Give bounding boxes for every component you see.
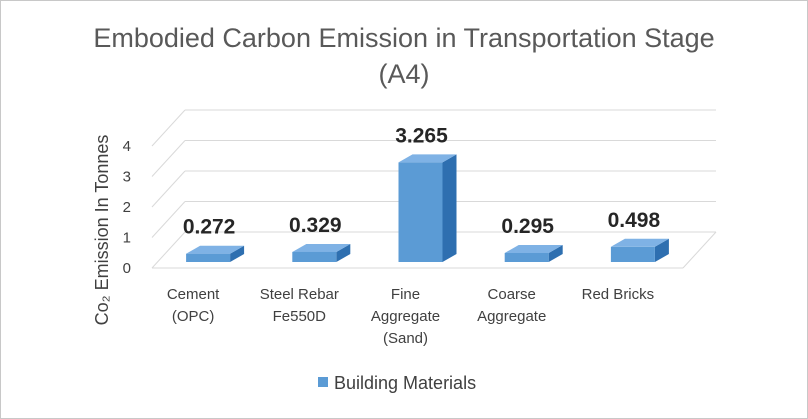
- bar-side: [336, 243, 351, 262]
- data-label: 0.272: [183, 216, 236, 239]
- grid-line-side: [151, 109, 186, 147]
- y-tick-label: 2: [123, 199, 131, 216]
- data-label: 0.329: [289, 214, 342, 237]
- y-tick-label: 1: [123, 230, 131, 247]
- y-axis-label: Co₂ Emission In Tonnes: [92, 135, 112, 326]
- data-label: 3.265: [395, 124, 448, 147]
- bar-top: [610, 238, 669, 247]
- grid-line-side: [151, 231, 186, 269]
- x-tick-label: Steel Rebar: [260, 286, 339, 303]
- grid-line-side: [151, 140, 186, 177]
- y-tick-label: 3: [123, 169, 131, 186]
- bar: [186, 253, 231, 262]
- bar: [610, 246, 655, 262]
- grid-line-side: [151, 170, 186, 208]
- bar-side: [442, 154, 457, 262]
- y-tick-label: 0: [123, 260, 131, 277]
- x-tick-label: Red Bricks: [582, 286, 655, 303]
- data-label: 0.295: [501, 215, 554, 238]
- bar-side: [548, 245, 563, 262]
- bar: [292, 251, 337, 262]
- bar-top: [292, 243, 351, 252]
- chart-title-line: (A4): [378, 59, 429, 89]
- bar-side: [654, 238, 669, 262]
- data-label: 0.498: [608, 209, 661, 232]
- chart-title-line: Embodied Carbon Emission in Transportati…: [93, 23, 714, 53]
- x-tick-label: Fe550D: [273, 308, 327, 325]
- bar: [398, 162, 443, 262]
- x-tick-label: Aggregate: [477, 308, 546, 325]
- x-tick-label: (OPC): [172, 308, 215, 325]
- x-tick-label: Fine: [391, 286, 420, 303]
- bar-top: [504, 245, 563, 254]
- legend-label: Building Materials: [334, 373, 476, 393]
- y-tick-label: 4: [123, 138, 131, 155]
- bar-top: [186, 245, 245, 254]
- x-tick-label: Aggregate: [371, 308, 440, 325]
- legend-swatch: [318, 377, 328, 387]
- floor-right-edge: [682, 231, 717, 269]
- bar-side: [230, 245, 245, 262]
- bar-top: [398, 154, 457, 163]
- x-tick-label: Cement: [167, 286, 220, 303]
- x-tick-label: (Sand): [383, 330, 428, 347]
- bar: [504, 253, 549, 262]
- x-tick-label: Coarse: [488, 286, 536, 303]
- grid-line-side: [151, 201, 186, 238]
